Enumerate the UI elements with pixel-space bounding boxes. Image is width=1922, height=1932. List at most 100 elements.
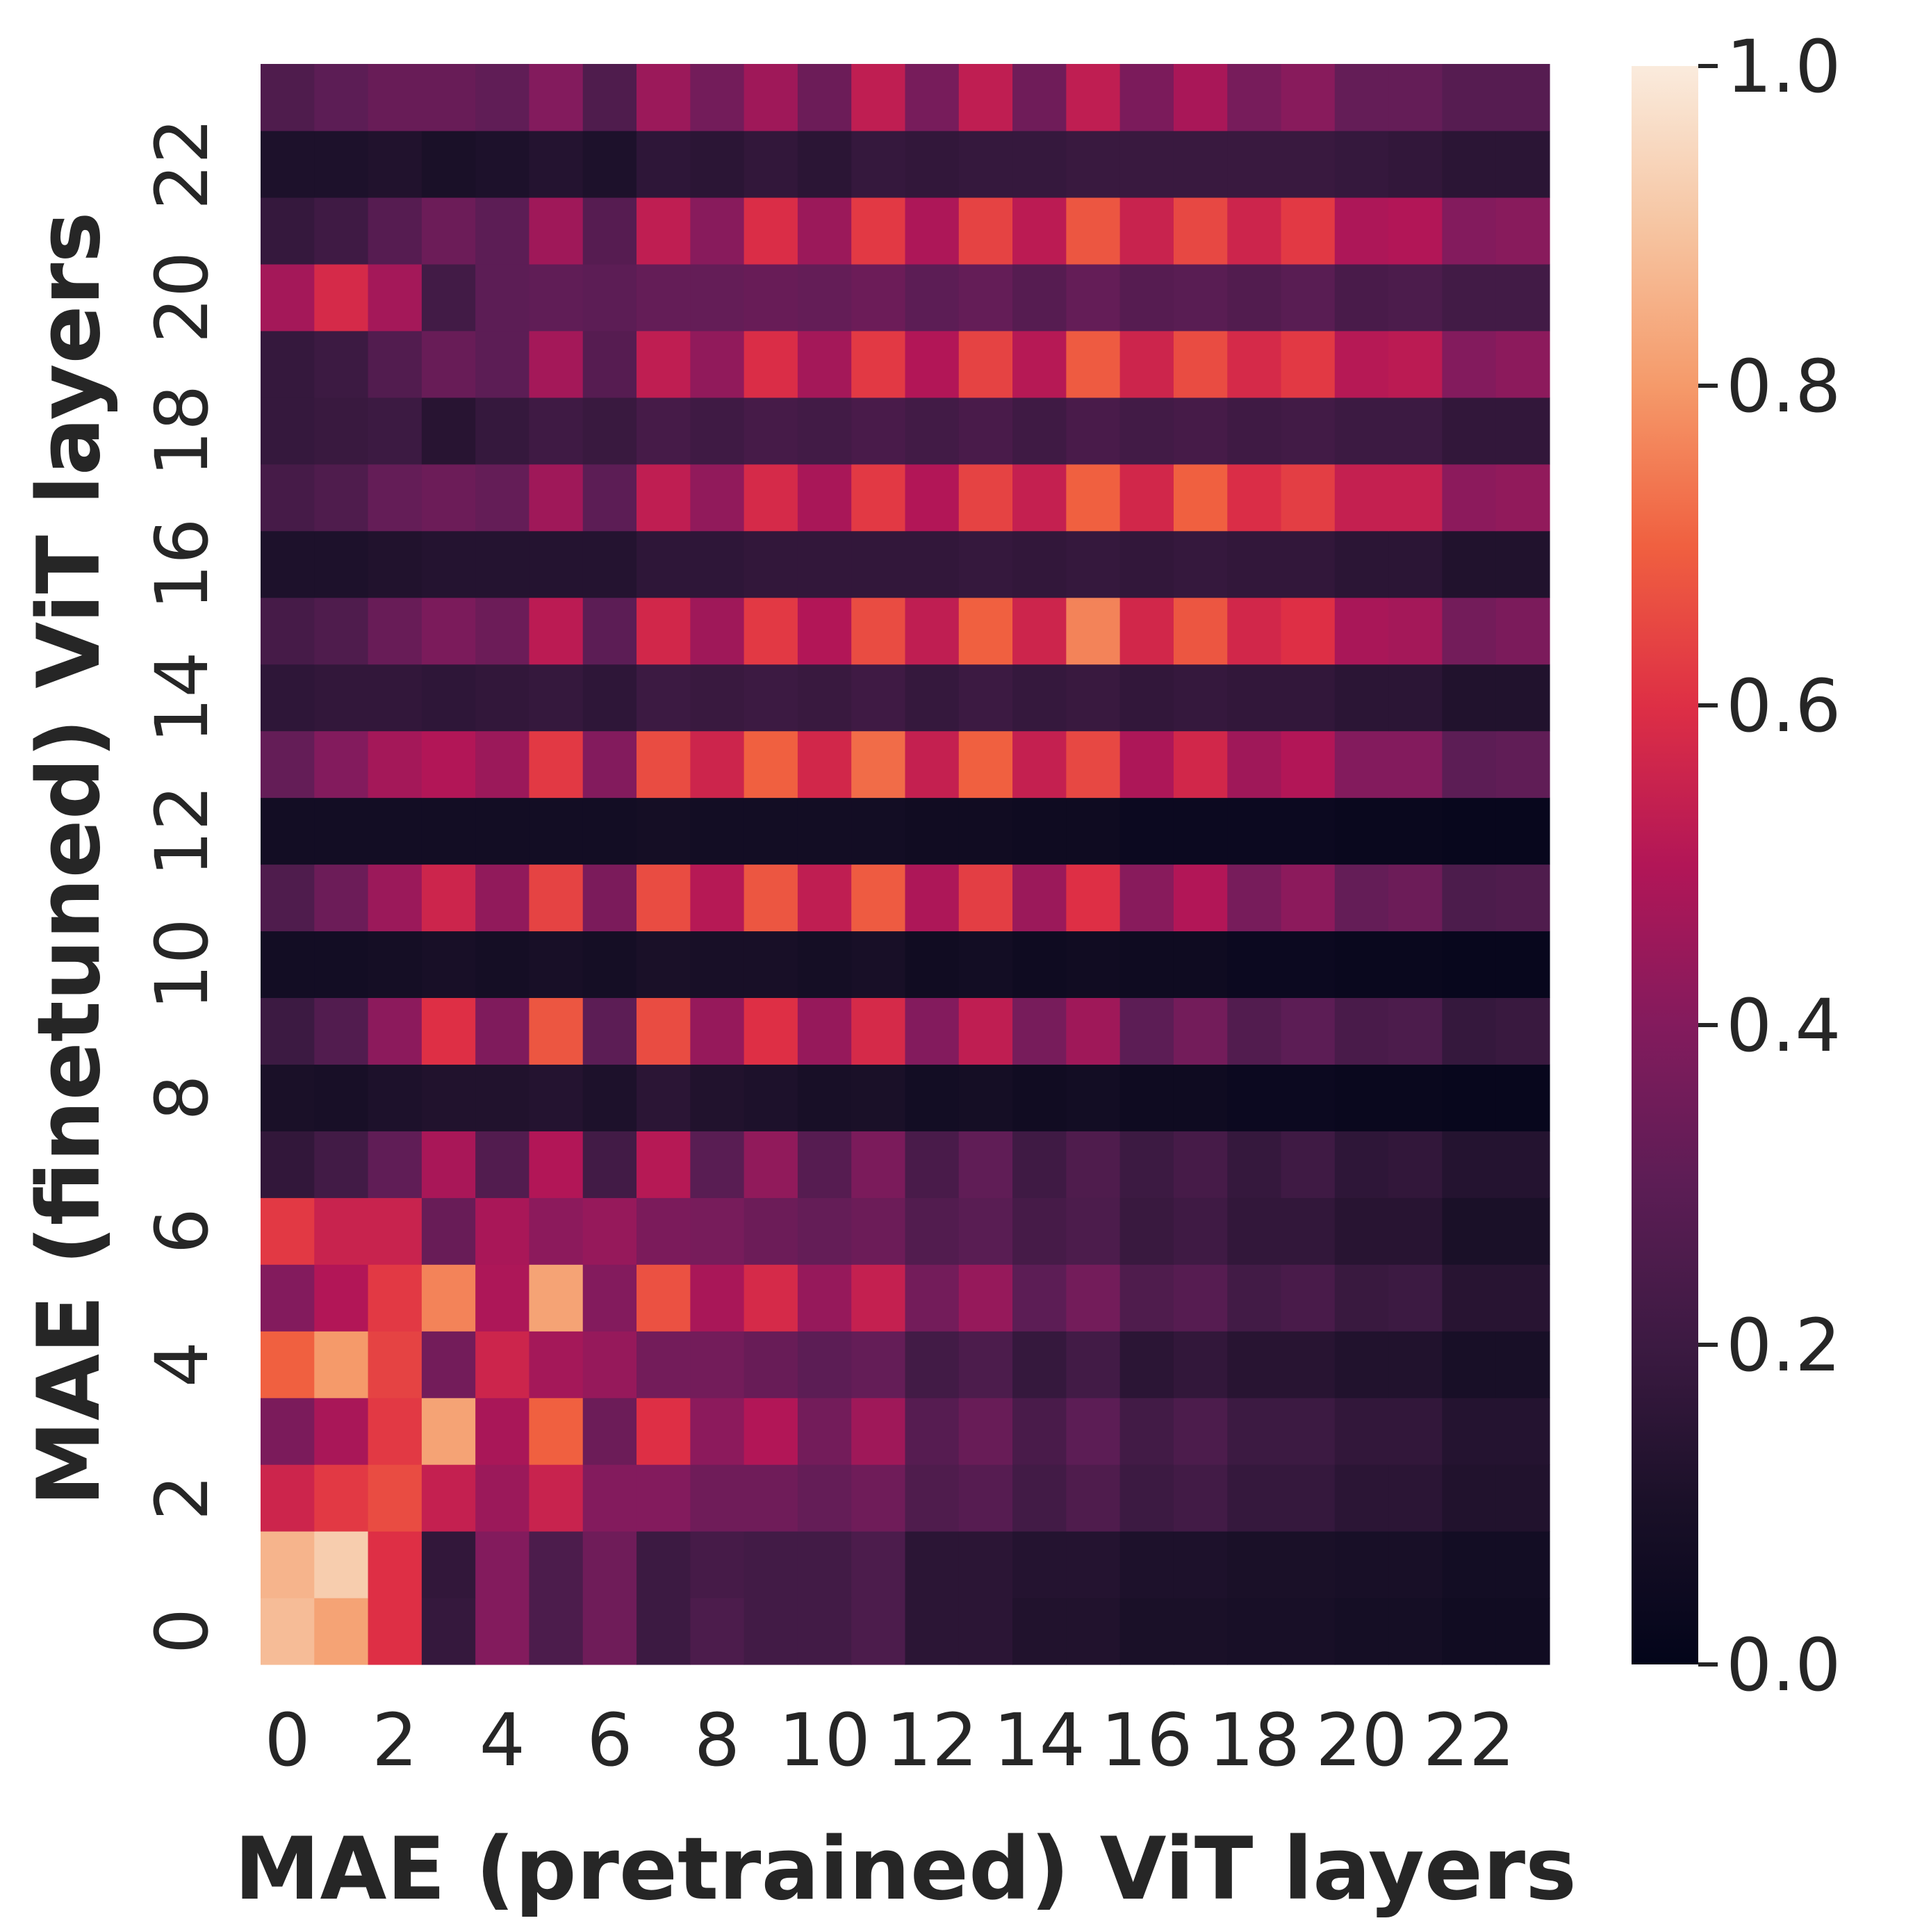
heatmap-cell (368, 1531, 422, 1598)
heatmap-cell (1388, 664, 1443, 732)
y-tick-label: 8 (140, 1074, 224, 1120)
heatmap-cell (529, 597, 584, 665)
heatmap-cell (1495, 664, 1550, 732)
heatmap-cells (261, 64, 1550, 1665)
heatmap-cell (261, 730, 315, 799)
heatmap-cell (1495, 464, 1550, 532)
heatmap-cell (1173, 197, 1228, 265)
heatmap-cell (1334, 1331, 1389, 1398)
heatmap-cell (1495, 1131, 1550, 1198)
heatmap-cell (1173, 1398, 1228, 1465)
heatmap-cell (958, 864, 1013, 932)
heatmap-cell (314, 1131, 369, 1198)
heatmap-cell (1281, 1197, 1336, 1265)
heatmap-cell (1119, 997, 1174, 1065)
heatmap-cell (1119, 397, 1174, 465)
heatmap-cell (1227, 864, 1282, 932)
heatmap-cell (851, 1531, 906, 1598)
heatmap-cell (368, 1064, 422, 1131)
heatmap-cell (744, 464, 798, 532)
heatmap-cell (1066, 997, 1121, 1065)
heatmap-cell (1388, 464, 1443, 532)
heatmap-cell (1227, 797, 1282, 865)
heatmap-cell (261, 1464, 315, 1532)
heatmap-cell (690, 730, 745, 799)
heatmap-cell (690, 1331, 745, 1398)
heatmap-cell (958, 1331, 1013, 1398)
heatmap-cell (1442, 1331, 1497, 1398)
heatmap-cell (744, 931, 798, 999)
heatmap-cell (368, 130, 422, 198)
heatmap-cell (1442, 997, 1497, 1065)
heatmap-cell (1012, 997, 1067, 1065)
heatmap-cell (1119, 130, 1174, 198)
heatmap-cell (475, 1264, 530, 1332)
heatmap-cell (368, 997, 422, 1065)
heatmap-cell (797, 464, 852, 532)
heatmap-cell (1012, 197, 1067, 265)
heatmap-cell (529, 664, 584, 732)
heatmap-cell (475, 1531, 530, 1598)
heatmap-cell (1173, 931, 1228, 999)
heatmap-cell (1495, 330, 1550, 398)
heatmap-cell (1334, 263, 1389, 331)
heatmap-cell (1227, 263, 1282, 331)
heatmap-cell (1012, 1464, 1067, 1532)
heatmap-cell (1334, 397, 1389, 465)
heatmap-cell (744, 130, 798, 198)
heatmap-cell (905, 1398, 960, 1465)
heatmap-cell (529, 1264, 584, 1332)
heatmap-cell (1388, 931, 1443, 999)
heatmap-cell (421, 130, 476, 198)
heatmap-cell (1495, 397, 1550, 465)
heatmap-cell (582, 197, 637, 265)
x-tick-label: 14 (994, 1698, 1085, 1783)
heatmap-cell (958, 197, 1013, 265)
heatmap-cell (1442, 130, 1497, 198)
heatmap-cell (475, 997, 530, 1065)
y-tick-label: 18 (140, 385, 224, 477)
heatmap-cell (1281, 397, 1336, 465)
heatmap-cell (1227, 1531, 1282, 1598)
heatmap-cell (1173, 330, 1228, 398)
heatmap-cell (1227, 1398, 1282, 1465)
x-axis-ticks: 0 2 4 6 8 10 12 14 16 18 20 22 (265, 1698, 1516, 1783)
heatmap-cell (368, 397, 422, 465)
heatmap-cell (1442, 197, 1497, 265)
heatmap-cell (1442, 597, 1497, 665)
heatmap-cell (1012, 397, 1067, 465)
heatmap-cell (905, 797, 960, 865)
heatmap-cell (1334, 1131, 1389, 1198)
heatmap-cell (475, 197, 530, 265)
heatmap-cell (1281, 664, 1336, 732)
heatmap-cell (636, 130, 691, 198)
heatmap-cell (475, 530, 530, 598)
heatmap-cell (421, 664, 476, 732)
heatmap-cell (1173, 664, 1228, 732)
heatmap-cell (582, 263, 637, 331)
heatmap-cell (1388, 997, 1443, 1065)
heatmap-cell (1281, 1131, 1336, 1198)
y-tick-label: 12 (140, 785, 224, 876)
heatmap-cell (1495, 64, 1550, 131)
heatmap-cell (690, 1264, 745, 1332)
heatmap-cell (1442, 1197, 1497, 1265)
heatmap-cell (1334, 997, 1389, 1065)
heatmap-cell (1227, 1331, 1282, 1398)
heatmap-cell (368, 1197, 422, 1265)
heatmap-cell (314, 330, 369, 398)
heatmap-cell (958, 597, 1013, 665)
heatmap-cell (636, 664, 691, 732)
heatmap-cell (958, 130, 1013, 198)
heatmap-cell (1495, 197, 1550, 265)
heatmap-cell (582, 597, 637, 665)
x-tick-label: 16 (1101, 1698, 1192, 1783)
heatmap-cell (1227, 997, 1282, 1065)
heatmap-cell (1227, 730, 1282, 799)
heatmap-cell (905, 130, 960, 198)
heatmap-cell (529, 1464, 584, 1532)
heatmap-cell (582, 1398, 637, 1465)
heatmap-cell (475, 1598, 530, 1665)
heatmap-cell (314, 197, 369, 265)
heatmap-cell (905, 1531, 960, 1598)
